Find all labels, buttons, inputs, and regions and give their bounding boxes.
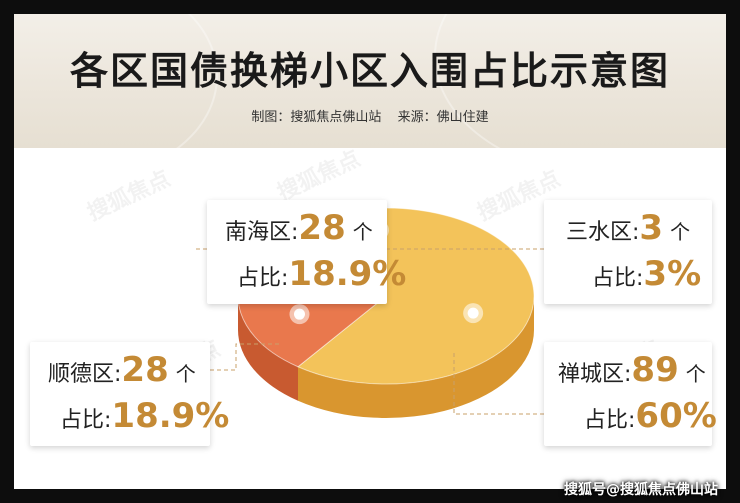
count-value: 28 — [121, 350, 169, 390]
share-value: 3% — [643, 254, 702, 294]
unit-label: 个 — [352, 220, 373, 244]
leader-line-chancheng — [453, 351, 544, 415]
subtitle: 制图：搜狐焦点佛山站 来源：佛山住建 — [14, 106, 726, 125]
card-share-row: 占比:18.9% — [237, 254, 417, 294]
card-count-row: 禅城区:89 个 — [558, 350, 726, 390]
slice-chancheng — [297, 207, 535, 385]
district-label: 禅城区: — [558, 362, 632, 387]
unit-label: 个 — [175, 362, 196, 386]
footer-watermark: 搜狐号@搜狐焦点佛山站 — [564, 482, 718, 498]
page-title: 各区国债换梯小区入围占比示意图 — [69, 49, 670, 93]
share-value: 18.9% — [288, 254, 407, 294]
district-label: 三水区: — [566, 220, 640, 245]
card-shunde: 顺德区:28 个 占比:18.9% — [30, 342, 229, 446]
credit-text: 制图：搜狐焦点佛山站 — [251, 110, 382, 125]
card-chancheng: 禅城区:89 个 占比:60% — [544, 342, 717, 446]
chart-area: 搜狐焦点 搜狐焦点 搜狐焦点 搜狐焦点 搜狐焦点 — [14, 146, 726, 489]
slice-chancheng-marker-core — [467, 307, 479, 319]
share-label: 占比: — [584, 408, 636, 433]
header-banner: 各区国债换梯小区入围占比示意图 制图：搜狐焦点佛山站 来源：佛山住建 — [14, 14, 726, 178]
share-label: 占比: — [237, 266, 289, 291]
count-value: 3 — [639, 208, 664, 248]
unit-label: 个 — [670, 220, 691, 244]
slice-chancheng-side — [297, 296, 534, 418]
card-count-row: 南海区:28 个 — [225, 208, 405, 248]
count-value: 28 — [298, 208, 346, 248]
district-label: 顺德区: — [48, 362, 122, 387]
unit-label: 个 — [685, 362, 706, 386]
count-value: 89 — [631, 350, 679, 390]
leader-line-shunde — [196, 343, 282, 371]
card-nanhai: 南海区:28 个 占比:18.9% — [207, 200, 406, 304]
card-count-row: 顺德区:28 个 — [48, 350, 228, 390]
card-count-row: 三水区:3 个 — [566, 208, 726, 248]
slice-shunde-side — [238, 296, 298, 401]
source-text: 来源：佛山住建 — [397, 110, 489, 125]
card-share-row: 占比:3% — [592, 254, 726, 294]
share-value: 18.9% — [111, 396, 230, 436]
card-share-row: 占比:60% — [584, 396, 726, 436]
slice-shunde-marker-core — [293, 308, 305, 320]
share-label: 占比: — [592, 266, 644, 291]
district-label: 南海区: — [225, 220, 299, 245]
card-sanshui: 三水区:3 个 占比:3% — [544, 200, 712, 304]
card-share-row: 占比:18.9% — [60, 396, 240, 436]
share-value: 60% — [635, 396, 717, 436]
infographic-frame: 各区国债换梯小区入围占比示意图 制图：搜狐焦点佛山站 来源：佛山住建 搜狐焦点 … — [14, 14, 726, 489]
share-label: 占比: — [60, 408, 112, 433]
